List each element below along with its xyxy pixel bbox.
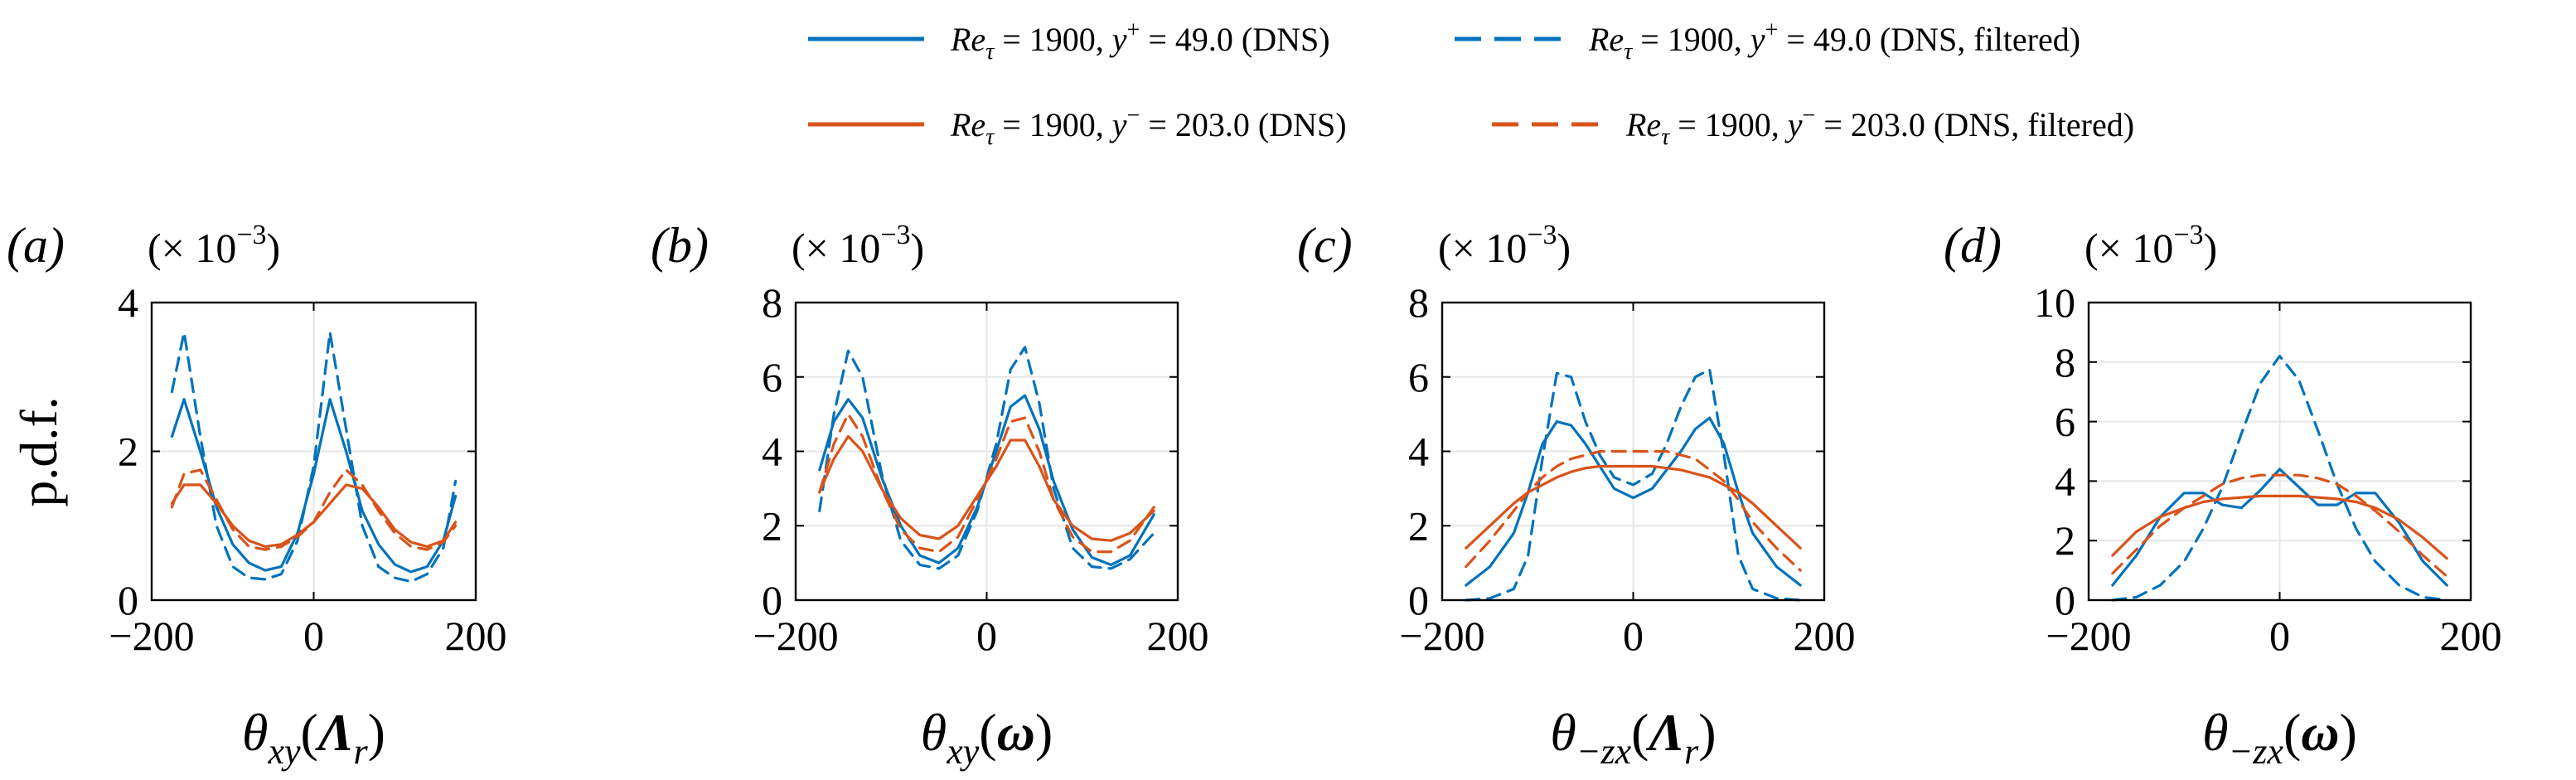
legend-entry: Reτ = 1900, y− = 203.0 (DNS, filtered) xyxy=(1492,103,2134,150)
x-axis-label: θxy(Λr) xyxy=(242,703,385,772)
axis-multiplier: (× 10−3) xyxy=(1438,220,1571,271)
series-line xyxy=(1465,416,1802,587)
series-line xyxy=(170,468,458,551)
x-tick-label: 200 xyxy=(2440,613,2502,659)
y-tick-label: 0 xyxy=(762,577,782,623)
y-tick-label: 8 xyxy=(1408,279,1429,326)
grid xyxy=(796,303,1178,600)
legend-label: Reτ = 1900, y+ = 49.0 (DNS, filtered) xyxy=(1588,17,2080,65)
grid xyxy=(152,303,476,600)
y-tick-label: 4 xyxy=(1408,429,1429,475)
x-axis-label: θ−zx(Λr) xyxy=(1550,703,1716,772)
y-tick-label: 4 xyxy=(762,429,782,475)
y-tick-label: 8 xyxy=(762,279,782,326)
y-tick-label: 0 xyxy=(118,577,138,623)
y-tick-label: 6 xyxy=(762,354,782,400)
series-line xyxy=(2111,494,2448,560)
y-tick-label: 2 xyxy=(1408,502,1429,549)
y-tick-label: 2 xyxy=(762,502,782,549)
y-tick-label: 6 xyxy=(2055,399,2075,445)
legend-label: Reτ = 1900, y+ = 49.0 (DNS) xyxy=(950,17,1330,65)
series-line xyxy=(1465,449,1802,572)
legend-entry: Reτ = 1900, y− = 203.0 (DNS) xyxy=(808,103,1347,150)
x-tick-label: −200 xyxy=(1399,613,1484,659)
y-tick-label: 8 xyxy=(2055,339,2075,385)
series-line xyxy=(1465,368,1802,602)
y-tick-label: 0 xyxy=(1408,577,1429,623)
x-tick-label: −200 xyxy=(2046,613,2131,659)
x-axis-label: θxy(ω) xyxy=(921,703,1053,772)
x-tick-label: 200 xyxy=(1147,613,1209,659)
panel-label: (b) xyxy=(651,218,709,273)
x-tick-label: 200 xyxy=(445,613,507,659)
legend-entry: Reτ = 1900, y+ = 49.0 (DNS, filtered) xyxy=(1455,17,2080,65)
panel-label: (a) xyxy=(7,218,65,273)
series-line xyxy=(170,398,458,574)
axis-multiplier: (× 10−3) xyxy=(792,220,924,271)
y-tick-label: 4 xyxy=(2055,458,2075,504)
x-tick-label: −200 xyxy=(753,613,838,659)
grid xyxy=(2089,303,2471,600)
legend: Reτ = 1900, y+ = 49.0 (DNS) Reτ = 1900, y… xyxy=(808,17,2134,150)
y-tick-label: 4 xyxy=(118,279,138,326)
x-tick-label: 200 xyxy=(1794,613,1856,659)
y-tick-label: 10 xyxy=(2034,279,2075,326)
y-tick-label: 2 xyxy=(2055,517,2075,564)
legend-entry: Reτ = 1900, y+ = 49.0 (DNS) xyxy=(808,17,1330,65)
y-tick-label: 2 xyxy=(118,429,138,475)
series-line xyxy=(818,413,1155,554)
axis-multiplier: (× 10−3) xyxy=(148,220,280,271)
x-axis-label: θ−zx(ω) xyxy=(2202,703,2357,772)
x-tick-label: 0 xyxy=(1623,613,1644,659)
panel-label: (c) xyxy=(1297,218,1353,273)
legend-label: Reτ = 1900, y− = 203.0 (DNS) xyxy=(950,103,1347,150)
legend-label: Reτ = 1900, y− = 203.0 (DNS, filtered) xyxy=(1625,103,2134,150)
y-tick-label: 0 xyxy=(2055,577,2075,623)
panel-label: (d) xyxy=(1944,218,2002,273)
x-tick-label: 0 xyxy=(2269,613,2290,659)
series-line xyxy=(1465,464,1802,550)
x-tick-label: 0 xyxy=(303,613,324,659)
series-line xyxy=(818,434,1155,542)
y-tick-label: 6 xyxy=(1408,354,1429,400)
x-tick-label: −200 xyxy=(109,613,194,659)
series-line xyxy=(2111,473,2448,578)
series-line xyxy=(2111,355,2448,602)
y-axis-label: p.d.f. xyxy=(9,396,68,506)
series-line xyxy=(2111,468,2448,587)
axis-multiplier: (× 10−3) xyxy=(2085,220,2217,271)
x-tick-label: 0 xyxy=(976,613,997,659)
